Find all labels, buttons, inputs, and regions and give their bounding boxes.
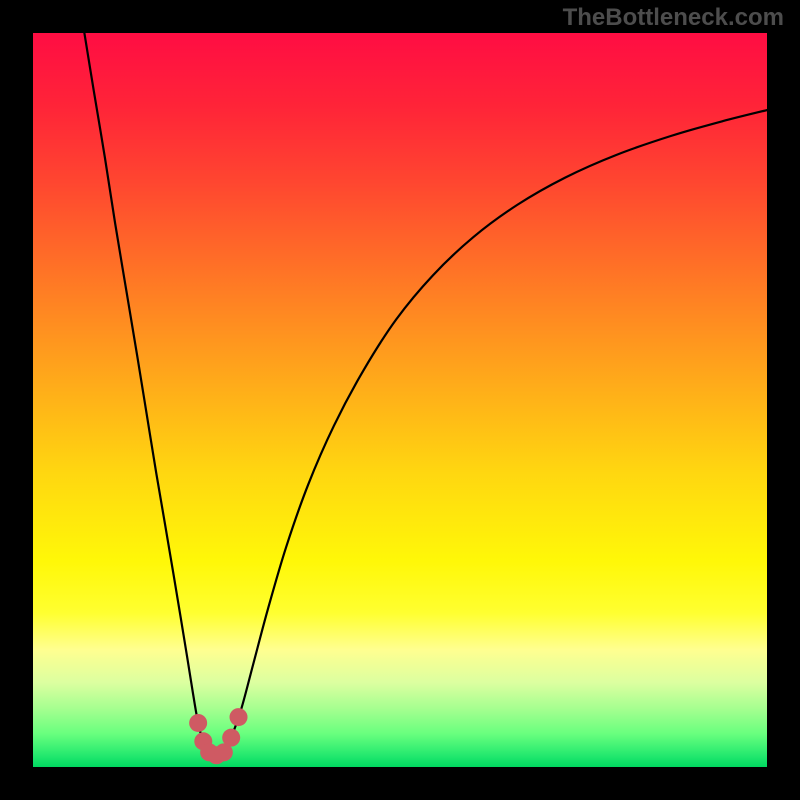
bottleneck-chart (0, 0, 800, 800)
valley-marker (230, 708, 248, 726)
chart-stage: TheBottleneck.com (0, 0, 800, 800)
watermark-text: TheBottleneck.com (563, 4, 784, 32)
gradient-background (33, 33, 767, 767)
valley-marker (222, 729, 240, 747)
plot-area (33, 33, 767, 767)
valley-marker (189, 714, 207, 732)
